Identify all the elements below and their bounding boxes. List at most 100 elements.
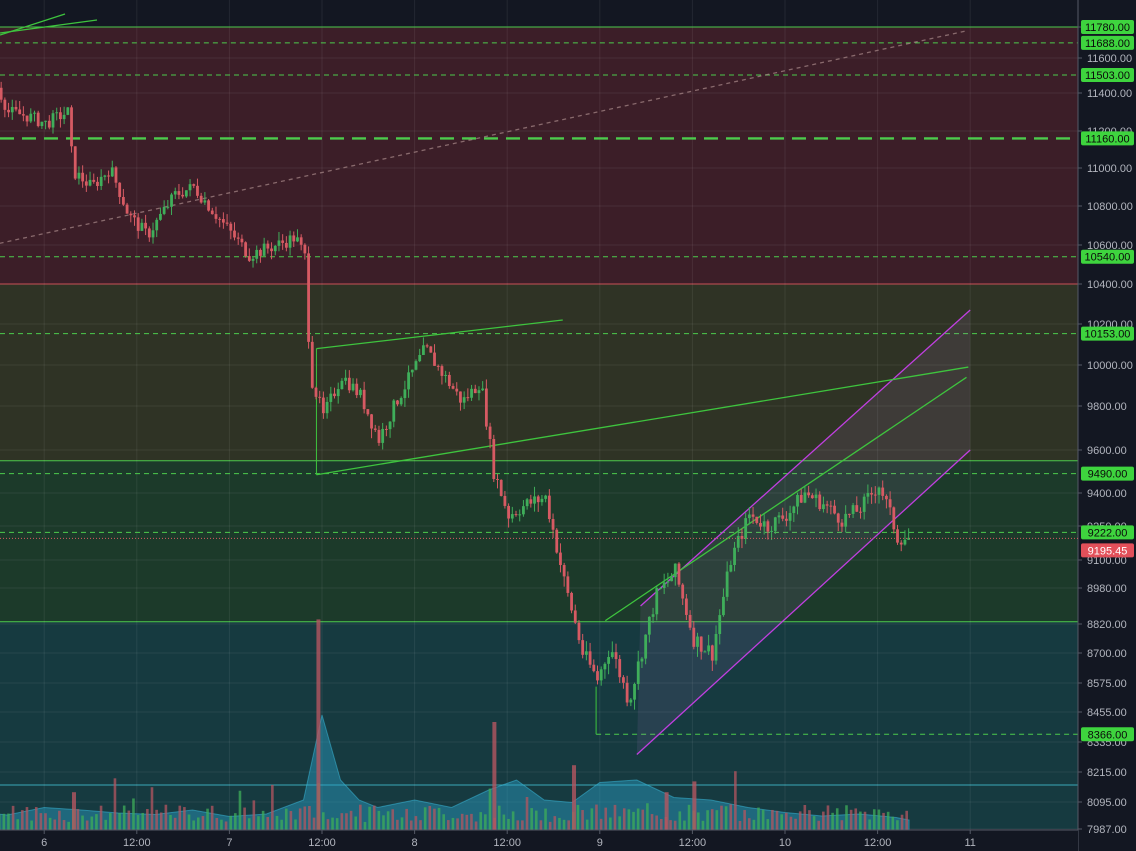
volume-bar bbox=[812, 816, 816, 830]
candle-body bbox=[18, 109, 22, 115]
time-axis-background[interactable] bbox=[0, 830, 1078, 851]
candle-body bbox=[722, 596, 725, 616]
trendline-long-diagonal[interactable] bbox=[0, 29, 969, 274]
candle-body bbox=[436, 365, 440, 367]
candle-body bbox=[636, 661, 640, 684]
volume-bar bbox=[891, 816, 895, 830]
volume-bar bbox=[359, 804, 362, 830]
candle-body bbox=[873, 494, 877, 496]
candle-body bbox=[484, 388, 488, 427]
trendline-rising-support[interactable] bbox=[604, 376, 967, 622]
volume-bar bbox=[146, 809, 149, 830]
candle-body bbox=[896, 529, 899, 543]
candle-body bbox=[670, 577, 673, 582]
candle-body bbox=[73, 146, 77, 179]
candle-body bbox=[581, 640, 585, 655]
candle-body bbox=[536, 496, 540, 503]
candle-body bbox=[496, 478, 499, 480]
candle-body bbox=[188, 184, 192, 191]
volume-bar bbox=[206, 808, 209, 830]
volume-bar bbox=[854, 808, 858, 830]
volume-bar bbox=[808, 810, 811, 830]
price-axis-tick-label: 11400.00 bbox=[1087, 88, 1132, 100]
trendline-wedge-lower[interactable] bbox=[316, 366, 969, 476]
trendline-channel-upper[interactable] bbox=[640, 309, 971, 607]
candle-body bbox=[77, 172, 81, 179]
candle-body bbox=[907, 537, 911, 540]
candle-body bbox=[333, 393, 336, 397]
candle-body bbox=[785, 518, 788, 521]
candle-body bbox=[744, 518, 748, 539]
candle-body bbox=[692, 627, 696, 647]
volume-bar bbox=[803, 804, 807, 830]
volume-bar bbox=[822, 811, 825, 830]
volume-bar bbox=[669, 820, 672, 830]
candle-body bbox=[136, 217, 140, 231]
current-price-tag bbox=[1081, 543, 1134, 558]
volume-bar bbox=[840, 820, 844, 830]
volume-bar bbox=[349, 810, 353, 830]
price-axis-tick-label: 8575.00 bbox=[1087, 678, 1127, 690]
price-axis-tick-label: 8455.00 bbox=[1087, 707, 1127, 719]
volume-bar bbox=[215, 817, 219, 830]
volume-bar bbox=[118, 813, 121, 830]
candle-body bbox=[422, 345, 425, 355]
volume-bar bbox=[81, 815, 84, 830]
trendline-top-left-b[interactable] bbox=[0, 19, 98, 34]
candle-body bbox=[570, 592, 573, 611]
candle-body bbox=[788, 513, 792, 521]
time-axis-tick-label: 10 bbox=[779, 837, 791, 849]
candle-body bbox=[651, 614, 655, 617]
volume-bar bbox=[53, 819, 57, 830]
volume-bar bbox=[590, 808, 594, 830]
candle-body bbox=[633, 683, 636, 700]
volume-bar bbox=[247, 818, 251, 830]
candle-body bbox=[322, 397, 325, 414]
candle-body bbox=[392, 400, 396, 422]
candle-body bbox=[488, 426, 492, 439]
volume-bar bbox=[25, 807, 29, 830]
volume-bar bbox=[326, 819, 330, 830]
candle-body bbox=[696, 636, 699, 647]
volume-bar bbox=[2, 813, 6, 830]
candle-body bbox=[847, 513, 851, 515]
volume-bar bbox=[312, 817, 316, 830]
volume-bar bbox=[636, 808, 640, 830]
candle-body bbox=[640, 658, 644, 662]
price-tag-11780.00 bbox=[1081, 20, 1134, 34]
candle-body bbox=[681, 584, 685, 599]
candle-body bbox=[770, 530, 773, 532]
grid-lines bbox=[0, 0, 1078, 830]
candle-body bbox=[236, 237, 240, 239]
volume-bar bbox=[164, 804, 168, 830]
volume-bar bbox=[507, 818, 510, 830]
current-price-label: 9195.45 bbox=[1088, 545, 1128, 557]
volume-bar bbox=[488, 788, 492, 830]
volume-bar bbox=[900, 814, 904, 830]
volume-bar bbox=[11, 805, 15, 830]
candle-body bbox=[610, 652, 614, 658]
candle-body bbox=[110, 167, 114, 177]
trendline-channel-lower[interactable] bbox=[636, 449, 971, 755]
volume-bar bbox=[599, 818, 603, 830]
volume-bar bbox=[234, 813, 237, 830]
trendline-wedge-upper[interactable] bbox=[316, 319, 563, 350]
candle-body bbox=[247, 256, 251, 261]
candle-body bbox=[492, 438, 496, 479]
candle-body bbox=[21, 114, 25, 116]
volume-bar bbox=[715, 810, 719, 830]
volume-bar bbox=[534, 810, 538, 830]
candle-body bbox=[129, 213, 133, 216]
horizontal-levels[interactable] bbox=[0, 26, 1078, 735]
volume-bar bbox=[701, 820, 705, 830]
volume-bar bbox=[868, 819, 871, 830]
candle-body bbox=[592, 664, 596, 672]
candle-body bbox=[3, 99, 7, 110]
candle-body bbox=[310, 341, 314, 388]
candle-body bbox=[429, 346, 433, 353]
candle-body bbox=[573, 610, 577, 623]
candle-body bbox=[666, 581, 670, 583]
candle-body bbox=[70, 107, 73, 147]
